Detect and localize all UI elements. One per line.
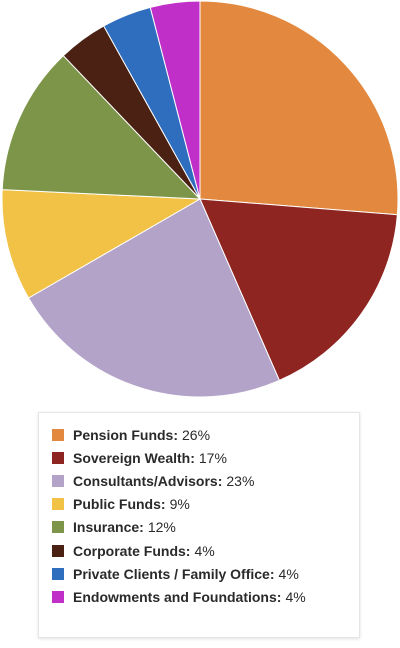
legend-item-endowments: Endowments and Foundations: 4%	[52, 585, 359, 608]
legend-item-pension-funds: Pension Funds: 26%	[52, 423, 359, 446]
legend-value: 4%	[278, 565, 299, 582]
legend-item-private-clients: Private Clients / Family Office: 4%	[52, 562, 359, 585]
legend-colon: :	[160, 496, 166, 513]
legend-value: 26%	[182, 426, 211, 443]
legend-value: 4%	[285, 588, 306, 605]
legend-item-consultants-advisors: Consultants/Advisors: 23%	[52, 469, 359, 492]
legend-swatch	[52, 567, 64, 580]
legend-swatch	[52, 498, 64, 511]
pie-slice-sovereign-wealth	[199, 198, 398, 382]
pie-slice-endowments-and-foundations	[149, 0, 201, 200]
legend-swatch	[52, 428, 64, 441]
legend-value: 17%	[198, 449, 227, 466]
legend-label: Private Clients / Family Office	[73, 565, 270, 582]
legend-swatch	[52, 590, 64, 603]
legend-value: 12%	[147, 519, 176, 536]
legend-item-corporate-funds: Corporate Funds: 4%	[52, 539, 359, 562]
legend-label: Sovereign Wealth	[73, 449, 191, 466]
legend-label: Consultants/Advisors	[73, 472, 218, 489]
legend: Pension Funds: 26% Sovereign Wealth: 17%…	[38, 412, 360, 638]
legend-value: 9%	[169, 496, 190, 513]
legend-label: Corporate Funds	[73, 542, 186, 559]
legend-item-insurance: Insurance: 12%	[52, 516, 359, 539]
legend-colon: :	[276, 588, 282, 605]
legend-colon: :	[139, 519, 144, 536]
legend-swatch	[52, 451, 64, 464]
legend-item-public-funds: Public Funds: 9%	[52, 493, 359, 516]
legend-colon: :	[217, 472, 223, 489]
legend-colon: :	[190, 449, 195, 466]
legend-label: Endowments and Foundations	[73, 588, 277, 605]
pie-slice-consultants-advisors	[27, 198, 281, 398]
legend-label: Insurance	[73, 519, 140, 536]
legend-value: 4%	[194, 542, 215, 559]
pie-slice-pension-funds	[199, 0, 399, 216]
legend-colon: :	[269, 565, 275, 582]
legend-swatch	[52, 521, 64, 534]
legend-colon: :	[185, 542, 191, 559]
legend-swatch	[52, 544, 64, 557]
legend-colon: :	[173, 426, 179, 443]
pie-slice-insurance	[1, 54, 202, 200]
legend-label: Pension Funds	[73, 426, 174, 443]
pie-slice-public-funds	[1, 189, 202, 299]
legend-swatch	[52, 474, 64, 487]
pie-chart	[1, 0, 399, 398]
legend-value: 23%	[226, 472, 255, 489]
legend-item-sovereign-wealth: Sovereign Wealth: 17%	[52, 446, 359, 469]
legend-label: Public Funds	[73, 496, 161, 513]
